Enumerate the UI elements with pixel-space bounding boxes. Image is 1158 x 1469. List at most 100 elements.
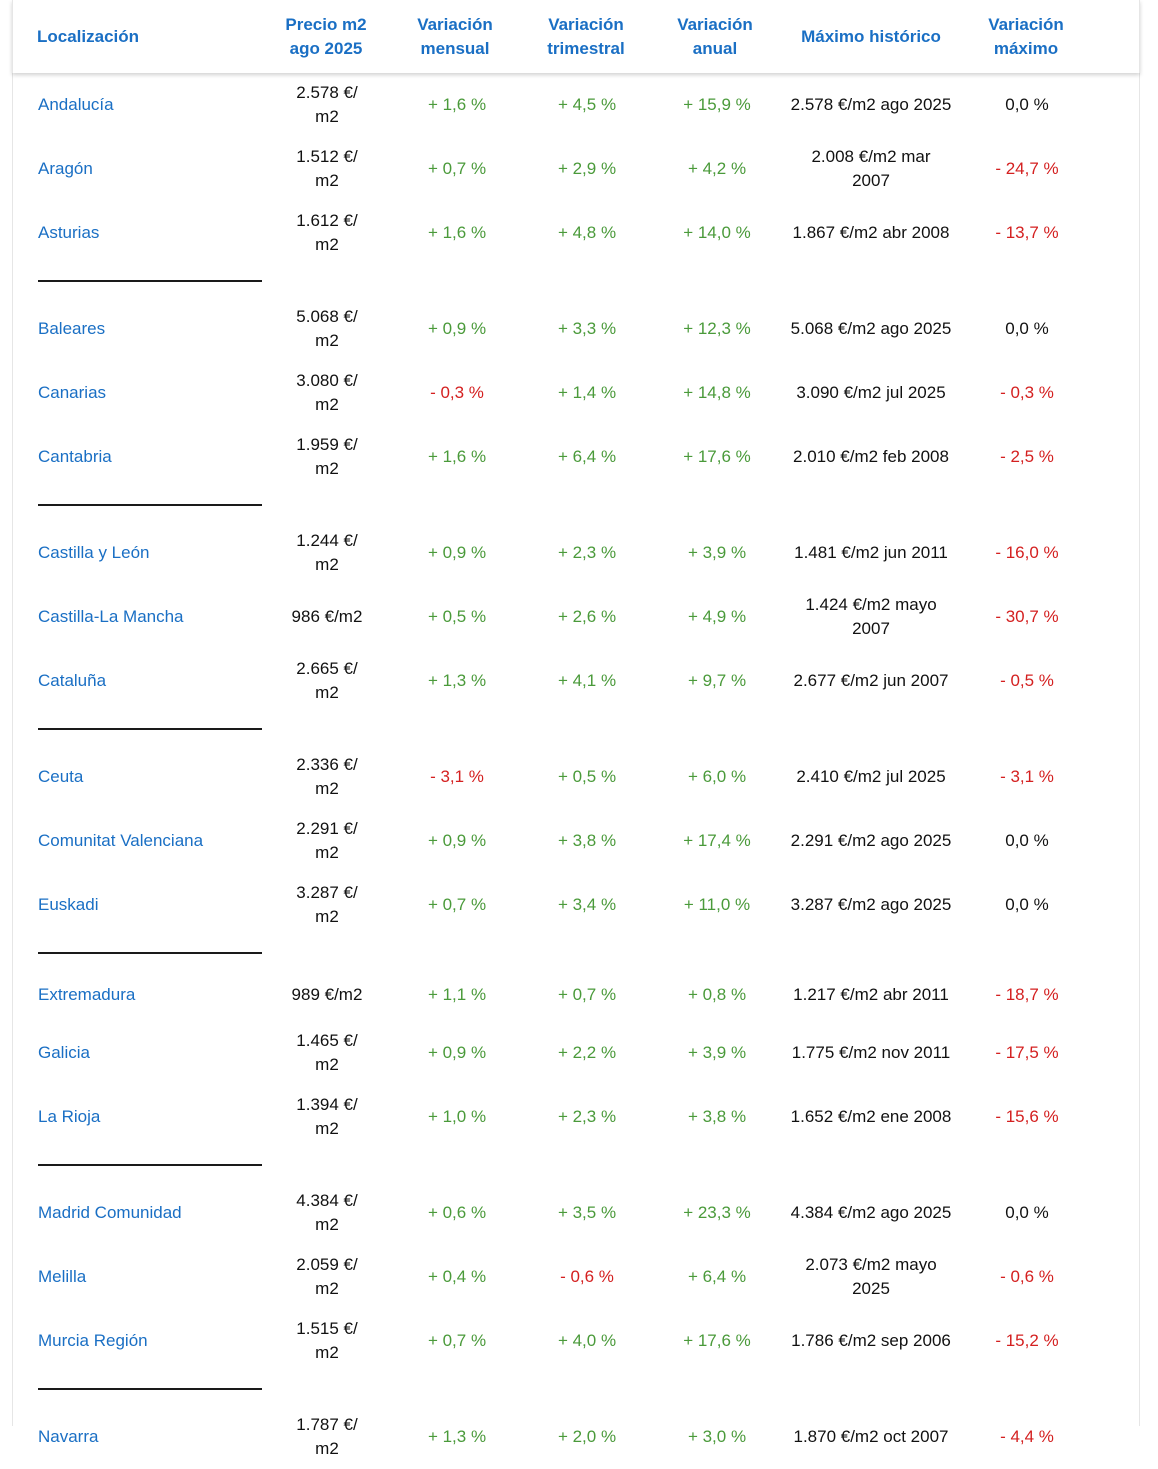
table-row: Madrid Comunidad 4.384 €/m2 + 0,6 % + 3,5 %… (0, 1181, 1158, 1245)
row-variacion-trimestral: + 2,6 % (527, 585, 647, 649)
row-variacion-mensual: + 1,3 % (397, 649, 517, 713)
row-localizacion-text: Melilla (38, 1267, 87, 1286)
table-row: Aragón 1.512 €/m2 + 0,7 % + 2,9 % + 4,2 % 2.0… (0, 137, 1158, 201)
row-variacion-mensual-text: - 3,1 % (430, 767, 484, 786)
row-variacion-anual-text: + 23,3 % (683, 1203, 751, 1222)
row-precio: 1.515 €/m2 (262, 1309, 392, 1373)
row-localizacion[interactable]: Castilla y León (38, 521, 268, 585)
group-divider (0, 265, 1158, 297)
row-variacion-trimestral: + 4,8 % (527, 201, 647, 265)
table-row: Melilla 2.059 €/m2 + 0,4 % - 0,6 % + 6,4 % 2.… (0, 1245, 1158, 1309)
row-variacion-mensual-text: + 1,3 % (427, 671, 487, 690)
row-localizacion-text: Castilla-La Mancha (38, 607, 184, 626)
row-variacion-trimestral-text: + 3,4 % (557, 895, 617, 914)
header-precio[interactable]: Precio m2 ago 2025 (257, 0, 395, 73)
row-precio-text: 4.384 €/m2 (296, 1191, 358, 1234)
row-variacion-mensual-text: + 1,1 % (427, 985, 487, 1004)
row-precio: 1.244 €/m2 (262, 521, 392, 585)
divider-line (38, 280, 262, 282)
header-variacion-trimestral[interactable]: Variación trimestral (521, 0, 651, 73)
row-maximo-historico-text: 1.217 €/m2 abr 2011 (793, 985, 949, 1004)
row-localizacion[interactable]: Baleares (38, 297, 268, 361)
row-maximo-historico-text: 2.677 €/m2 jun 2007 (793, 671, 949, 690)
row-precio: 1.465 €/m2 (262, 1021, 392, 1085)
row-variacion-maximo-text: - 13,7 % (995, 223, 1059, 242)
row-maximo-historico: 1.424 €/m2 mayo 2007 (776, 585, 966, 649)
row-variacion-mensual: + 1,1 % (397, 969, 517, 1021)
row-localizacion[interactable]: Andalucía (38, 73, 268, 137)
row-variacion-mensual: + 0,6 % (397, 1181, 517, 1245)
row-variacion-mensual: - 0,3 % (397, 361, 517, 425)
row-maximo-historico: 1.775 €/m2 nov 2011 (776, 1021, 966, 1085)
row-localizacion[interactable]: Madrid Comunidad (38, 1181, 268, 1245)
row-variacion-anual: + 3,9 % (657, 521, 777, 585)
row-variacion-maximo-text: - 0,5 % (1000, 671, 1054, 690)
row-variacion-trimestral: + 2,0 % (527, 1405, 647, 1469)
row-localizacion-text: Baleares (38, 319, 106, 338)
row-variacion-trimestral-text: + 4,8 % (557, 223, 617, 242)
row-maximo-historico-text: 3.287 €/m2 ago 2025 (790, 895, 952, 914)
row-localizacion[interactable]: La Rioja (38, 1085, 268, 1149)
row-localizacion[interactable]: Castilla-La Mancha (38, 585, 268, 649)
row-variacion-mensual: + 0,9 % (397, 297, 517, 361)
row-localizacion[interactable]: Galicia (38, 1021, 268, 1085)
row-variacion-trimestral: + 2,3 % (527, 1085, 647, 1149)
header-variacion-anual-line1: Variación (677, 14, 753, 34)
row-localizacion[interactable]: Asturias (38, 201, 268, 265)
row-maximo-historico-text: 1.870 €/m2 oct 2007 (793, 1427, 949, 1446)
row-variacion-maximo: - 2,5 % (967, 425, 1087, 489)
row-localizacion[interactable]: Melilla (38, 1245, 268, 1309)
header-variacion-anual[interactable]: Variación anual (655, 0, 775, 73)
row-localizacion[interactable]: Euskadi (38, 873, 268, 937)
header-variacion-maximo[interactable]: Variación máximo (963, 0, 1089, 73)
header-precio-line1: Precio m2 (285, 14, 367, 34)
row-variacion-mensual: + 1,6 % (397, 425, 517, 489)
table-row: Extremadura 989 €/m2 + 1,1 % + 0,7 % + 0,8 %… (0, 969, 1158, 1021)
row-localizacion[interactable]: Comunitat Valenciana (38, 809, 268, 873)
group-divider (0, 937, 1158, 969)
row-variacion-trimestral-text: + 0,5 % (557, 767, 617, 786)
row-maximo-historico: 1.786 €/m2 sep 2006 (776, 1309, 966, 1373)
row-localizacion[interactable]: Canarias (38, 361, 268, 425)
header-localizacion[interactable]: Localización (37, 0, 237, 73)
row-maximo-historico: 2.008 €/m2 mar 2007 (776, 137, 966, 201)
row-variacion-trimestral-text: + 1,4 % (557, 383, 617, 402)
header-variacion-mensual[interactable]: Variación mensual (395, 0, 515, 73)
row-variacion-mensual: + 0,4 % (397, 1245, 517, 1309)
row-precio-text: 1.612 €/m2 (296, 211, 358, 254)
header-maximo-historico[interactable]: Máximo histórico (781, 0, 961, 73)
row-variacion-anual: + 3,0 % (657, 1405, 777, 1469)
group-divider (0, 1373, 1158, 1405)
row-precio-text: 1.512 €/m2 (296, 147, 358, 190)
row-variacion-anual-text: + 3,9 % (687, 543, 747, 562)
row-localizacion[interactable]: Cataluña (38, 649, 268, 713)
row-localizacion[interactable]: Ceuta (38, 745, 268, 809)
row-variacion-trimestral: + 2,9 % (527, 137, 647, 201)
row-localizacion[interactable]: Navarra (38, 1405, 268, 1469)
row-localizacion[interactable]: Extremadura (38, 969, 268, 1021)
row-variacion-anual: + 17,6 % (657, 425, 777, 489)
row-variacion-anual-text: + 6,4 % (687, 1267, 747, 1286)
row-precio: 1.394 €/m2 (262, 1085, 392, 1149)
row-variacion-maximo: - 15,2 % (967, 1309, 1087, 1373)
row-maximo-historico-text: 4.384 €/m2 ago 2025 (790, 1203, 952, 1222)
row-variacion-trimestral: + 2,3 % (527, 521, 647, 585)
row-variacion-maximo-text: - 2,5 % (1000, 447, 1054, 466)
row-variacion-trimestral: + 3,4 % (527, 873, 647, 937)
row-variacion-mensual-text: + 0,7 % (427, 1331, 487, 1350)
row-variacion-trimestral-text: - 0,6 % (560, 1267, 614, 1286)
row-localizacion[interactable]: Aragón (38, 137, 268, 201)
row-variacion-anual-text: + 3,0 % (687, 1427, 747, 1446)
row-localizacion[interactable]: Murcia Región (38, 1309, 268, 1373)
row-variacion-mensual: + 1,3 % (397, 1405, 517, 1469)
row-localizacion-text: Galicia (38, 1043, 90, 1062)
row-localizacion[interactable]: Cantabria (38, 425, 268, 489)
row-variacion-mensual: + 0,7 % (397, 137, 517, 201)
table-header: Localización Precio m2 ago 2025 Variación… (12, 0, 1140, 73)
row-localizacion-text: Madrid Comunidad (38, 1203, 182, 1222)
row-maximo-historico-text: 3.090 €/m2 jul 2025 (796, 383, 946, 402)
header-maximo-historico-label: Máximo histórico (801, 26, 941, 46)
row-variacion-anual: + 4,2 % (657, 137, 777, 201)
row-precio: 5.068 €/m2 (262, 297, 392, 361)
row-localizacion-text: Extremadura (38, 985, 136, 1004)
